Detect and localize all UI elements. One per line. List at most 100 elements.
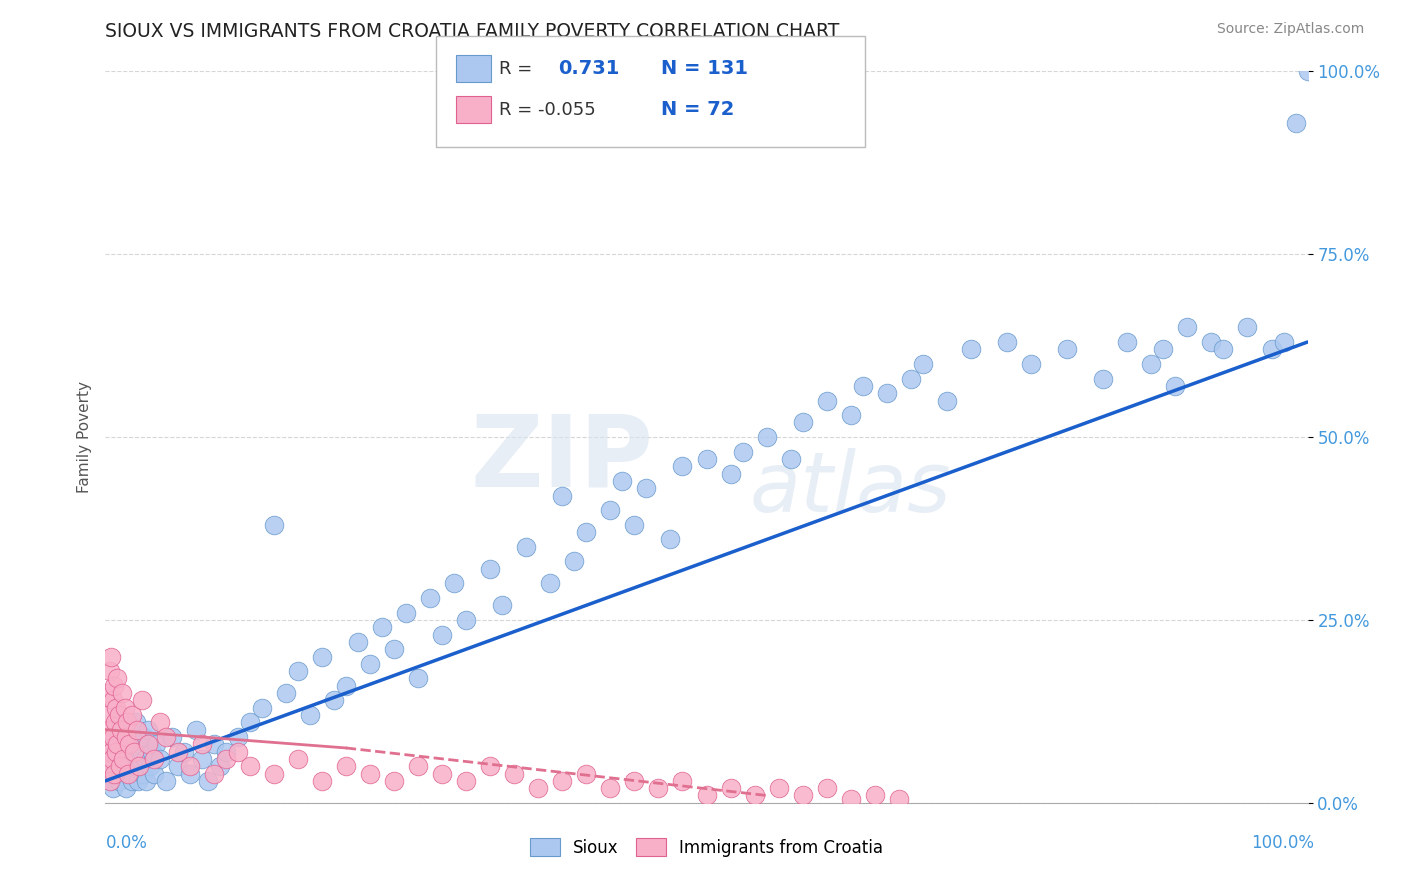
Point bbox=[115, 737, 138, 751]
Point bbox=[121, 708, 143, 723]
Point bbox=[110, 759, 132, 773]
Point bbox=[335, 679, 357, 693]
Point bbox=[226, 745, 249, 759]
Point bbox=[599, 781, 621, 796]
Point bbox=[127, 773, 149, 788]
Point bbox=[250, 700, 273, 714]
Point bbox=[419, 591, 441, 605]
Point bbox=[863, 789, 886, 803]
Point bbox=[1212, 343, 1234, 357]
Point bbox=[815, 781, 838, 796]
Point bbox=[134, 752, 156, 766]
Point bbox=[111, 686, 134, 700]
Point bbox=[456, 613, 478, 627]
Point bbox=[131, 693, 153, 707]
Point bbox=[111, 715, 134, 730]
Text: 0.731: 0.731 bbox=[558, 59, 620, 78]
Point bbox=[406, 672, 429, 686]
Point bbox=[105, 745, 128, 759]
Text: ZIP: ZIP bbox=[471, 410, 654, 508]
Point bbox=[114, 745, 136, 759]
Point bbox=[124, 759, 146, 773]
Point bbox=[155, 773, 177, 788]
Point bbox=[148, 715, 170, 730]
Point bbox=[1116, 334, 1139, 349]
Point bbox=[1272, 334, 1295, 349]
Point bbox=[136, 737, 159, 751]
Point bbox=[112, 766, 135, 780]
Point bbox=[96, 708, 118, 723]
Point bbox=[311, 773, 333, 788]
Point bbox=[136, 723, 159, 737]
Point bbox=[132, 730, 155, 744]
Point bbox=[108, 730, 131, 744]
Point bbox=[359, 657, 381, 671]
Point bbox=[1284, 115, 1306, 129]
Point bbox=[755, 430, 778, 444]
Point bbox=[128, 737, 150, 751]
Point bbox=[166, 759, 188, 773]
Point bbox=[117, 752, 139, 766]
Point bbox=[98, 773, 121, 788]
Point bbox=[287, 664, 309, 678]
Point bbox=[131, 745, 153, 759]
Point bbox=[98, 723, 121, 737]
Point bbox=[887, 792, 910, 806]
Point bbox=[562, 554, 585, 568]
Point bbox=[112, 752, 135, 766]
Point bbox=[115, 730, 138, 744]
Point bbox=[696, 789, 718, 803]
Point bbox=[779, 452, 801, 467]
Point bbox=[179, 766, 201, 780]
Point bbox=[121, 773, 143, 788]
Point bbox=[104, 766, 127, 780]
Point bbox=[108, 759, 131, 773]
Point bbox=[1260, 343, 1282, 357]
Point bbox=[120, 730, 142, 744]
Point bbox=[202, 737, 225, 751]
Point bbox=[122, 745, 145, 759]
Point bbox=[720, 467, 742, 481]
Point bbox=[105, 672, 128, 686]
Point bbox=[155, 730, 177, 744]
Text: atlas: atlas bbox=[749, 448, 952, 529]
Point bbox=[623, 773, 645, 788]
Point bbox=[599, 503, 621, 517]
Point bbox=[371, 620, 394, 634]
Point bbox=[612, 474, 634, 488]
Point bbox=[208, 759, 231, 773]
Point bbox=[101, 781, 124, 796]
Point bbox=[430, 627, 453, 641]
Point bbox=[142, 766, 165, 780]
Point bbox=[263, 766, 285, 780]
Point bbox=[101, 693, 124, 707]
Point bbox=[190, 737, 212, 751]
Point bbox=[671, 459, 693, 474]
Point bbox=[382, 642, 405, 657]
Point bbox=[118, 766, 141, 780]
Point bbox=[103, 679, 125, 693]
Point bbox=[1236, 320, 1258, 334]
Point bbox=[298, 708, 321, 723]
Point bbox=[124, 715, 146, 730]
Point bbox=[815, 393, 838, 408]
Point bbox=[103, 730, 125, 744]
Point bbox=[98, 759, 121, 773]
Point bbox=[110, 723, 132, 737]
Point bbox=[1056, 343, 1078, 357]
Point bbox=[129, 759, 152, 773]
Point bbox=[406, 759, 429, 773]
Point bbox=[142, 752, 165, 766]
Point bbox=[900, 371, 922, 385]
Point bbox=[551, 489, 574, 503]
Point bbox=[103, 766, 125, 780]
Point bbox=[128, 759, 150, 773]
Point bbox=[148, 752, 170, 766]
Point bbox=[852, 379, 875, 393]
Point bbox=[744, 789, 766, 803]
Point bbox=[97, 759, 120, 773]
Point bbox=[659, 533, 682, 547]
Point bbox=[876, 386, 898, 401]
Point bbox=[430, 766, 453, 780]
Point bbox=[839, 792, 862, 806]
